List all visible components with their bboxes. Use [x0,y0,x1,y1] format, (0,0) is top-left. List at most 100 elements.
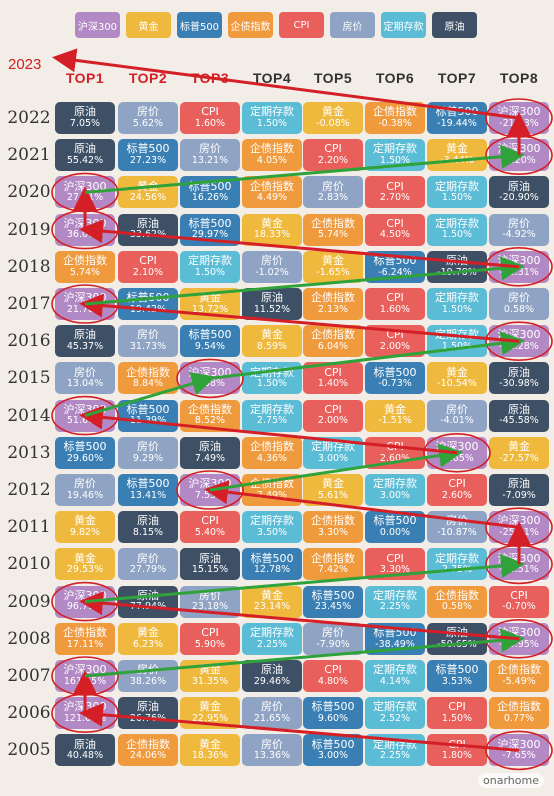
ranking-cell: 原油 -19.78% [427,250,487,283]
ranking-cell: 企债指数 3.30% [303,511,363,544]
return-value: 4.14% [379,675,411,687]
year-label: 2012 [7,480,51,500]
return-value: 11.52% [253,303,291,315]
ranking-cell: CPI 1.80% [427,734,487,767]
ranking-cell: 企债指数 4.36% [242,436,302,469]
ranking-cell: 房价 38.26% [118,660,178,692]
ranking-cell: 定期存款 1.50% [242,362,302,395]
return-value: 2.13% [317,303,349,315]
year-label: 2011 [7,517,51,538]
asset-name: 沪深300 [188,477,232,491]
asset-name: 原油 [137,514,159,528]
asset-name: 原油 [261,291,283,305]
return-value: 7.42% [317,564,349,576]
asset-name: 标普500 [126,291,170,305]
ranking-cell: 企债指数 2.13% [303,288,363,320]
return-value: 3.53% [441,675,473,687]
ranking-cell: 房价 9.29% [118,436,178,469]
return-value: -4.01% [440,415,474,427]
asset-name: 定期存款 [250,402,294,416]
asset-name: 房价 [322,626,344,640]
asset-name: 房价 [137,440,159,454]
return-value: 22.95% [191,713,229,725]
return-value: 2.83% [317,192,349,204]
ranking-cell: 标普500 9.54% [180,325,240,358]
column-header: TOP6 [375,70,415,86]
return-value: 7.05% [69,117,101,129]
ranking-cell: 标普500 12.78% [242,548,302,581]
year-label: 2015 [7,368,51,389]
ranking-cell: 定期存款 3.00% [303,436,363,469]
ranking-cell: 定期存款 2.75% [427,548,487,581]
return-value: 18.33% [253,229,291,241]
ranking-cell: 黄金 -10.54% [427,362,487,395]
column-header: TOP3 [190,70,230,86]
return-value: -0.70% [502,601,536,613]
asset-name: 原油 [508,402,530,416]
return-value: 16.26% [191,192,229,204]
ranking-cell: CPI 2.60% [427,474,487,506]
ranking-cell: 标普500 -38.49% [365,622,425,655]
ranking-cell: CPI 2.00% [303,399,363,432]
ranking-cell: 黄金 18.36% [180,734,240,767]
year-label: 2018 [7,256,51,277]
ranking-cell: 房价 23.18% [180,585,240,618]
asset-name: CPI [386,216,404,230]
ranking-cell: 房价 31.73% [118,325,178,358]
asset-name: 定期存款 [373,700,417,714]
asset-name: 标普500 [311,700,355,714]
asset-name: 原油 [74,105,96,119]
ranking-cell: 定期存款 2.52% [365,697,425,730]
return-value: -1.65% [316,266,350,278]
return-value: 21.78% [66,303,104,315]
return-value: 8.52% [194,415,226,427]
return-value: -0.38% [378,117,412,129]
column-header: TOP8 [499,70,539,86]
ranking-cell: CPI 1.60% [365,288,425,320]
asset-name: CPI [386,291,404,305]
ranking-cell: 房价 13.04% [55,362,115,395]
return-value: -30.98% [499,378,539,390]
ranking-cell: 定期存款 1.50% [427,213,487,246]
asset-name: 定期存款 [250,105,294,119]
asset-name: 沪深300 [497,626,541,640]
return-value: 9.29% [132,452,164,464]
return-value: 5.74% [69,266,101,278]
asset-name: 企债指数 [250,477,294,491]
ranking-cell: 原油 40.48% [55,734,115,767]
ranking-cell: 企债指数 7.49% [242,474,302,506]
return-value: 1.60% [194,117,226,129]
ranking-cell: 原油 77.94% [118,585,178,618]
asset-name: 黄金 [74,551,96,565]
return-value: -45.58% [499,415,539,427]
ranking-cell: 企债指数 0.58% [427,585,487,618]
ranking-cell: 企债指数 5.74% [55,250,115,283]
ranking-cell: 黄金 22.95% [180,697,240,730]
return-value: 121.02% [63,713,107,725]
return-value: 19.46% [66,489,104,501]
return-value: 40.48% [66,750,104,762]
return-value: -27.57% [499,452,539,464]
asset-name: 沪深300 [435,440,479,454]
ranking-cell: 沪深300 21.78% [55,288,115,320]
ranking-cell: 企债指数 0.77% [489,697,549,730]
ranking-cell: 黄金 9.82% [55,511,115,544]
ranking-cell: CPI 4.80% [303,660,363,692]
return-value: -21.63% [499,117,539,129]
asset-name: 黄金 [199,700,221,714]
year-2023-label: 2023 [8,56,42,73]
return-value: 29.46% [253,675,291,687]
return-value: 3.50% [256,527,288,539]
return-value: 24.06% [129,750,167,762]
return-value: -7.09% [502,489,536,501]
return-value: -12.51% [499,564,539,576]
ranking-cell: CPI 2.60% [365,436,425,469]
asset-name: 企债指数 [373,105,417,119]
legend: 沪深300 黄金 标普500 企债指数 CPI 房价 定期存款 原油 [75,12,477,38]
ranking-cell: 企债指数 8.52% [180,399,240,432]
ranking-cell: 企债指数 24.06% [118,734,178,767]
ranking-cell: 沪深300 -25.31% [489,250,549,283]
return-value: 13.21% [191,155,229,167]
asset-name: 房价 [137,663,159,677]
asset-name: CPI [201,105,219,119]
